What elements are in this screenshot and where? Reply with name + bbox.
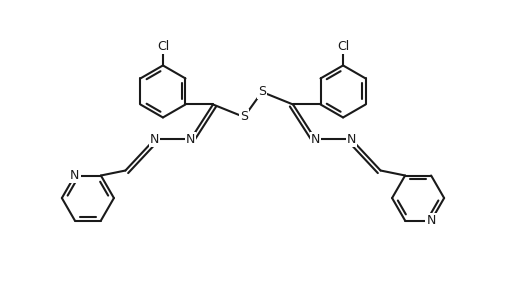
Text: S: S xyxy=(258,86,266,98)
Text: N: N xyxy=(346,133,356,146)
Text: N: N xyxy=(426,214,435,227)
Text: Cl: Cl xyxy=(336,40,348,53)
Text: N: N xyxy=(70,169,79,182)
Text: S: S xyxy=(239,110,247,123)
Text: Cl: Cl xyxy=(157,40,169,53)
Text: N: N xyxy=(310,133,320,146)
Text: N: N xyxy=(149,133,159,146)
Text: N: N xyxy=(185,133,195,146)
